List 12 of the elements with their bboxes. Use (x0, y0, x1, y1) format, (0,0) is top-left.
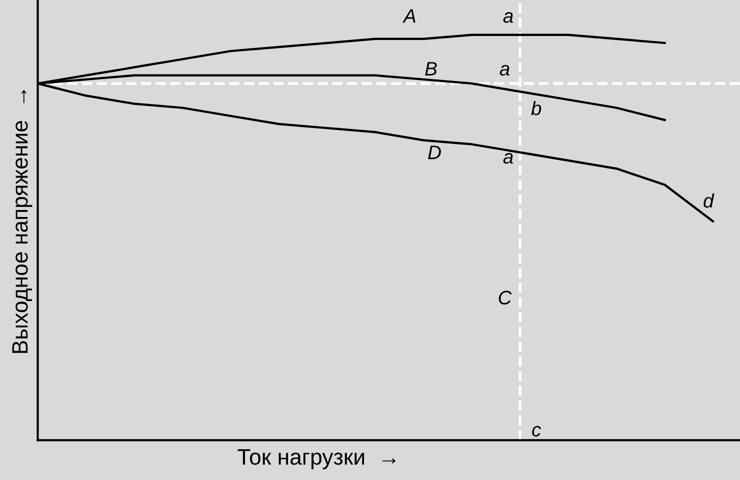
annotation: d (704, 193, 714, 208)
annotation: D (428, 146, 441, 160)
annotation: a (503, 153, 513, 164)
y-axis-title: Выходное напряжение → (12, 90, 32, 353)
annotation: b (531, 100, 542, 116)
annotation: a (500, 64, 510, 76)
x-axis-title: Ток нагрузки → (238, 449, 396, 470)
annotation: B (425, 62, 437, 76)
text: a (503, 12, 513, 23)
text: A (402, 9, 416, 23)
annotation: C (498, 290, 512, 305)
annotation: c (532, 426, 541, 437)
